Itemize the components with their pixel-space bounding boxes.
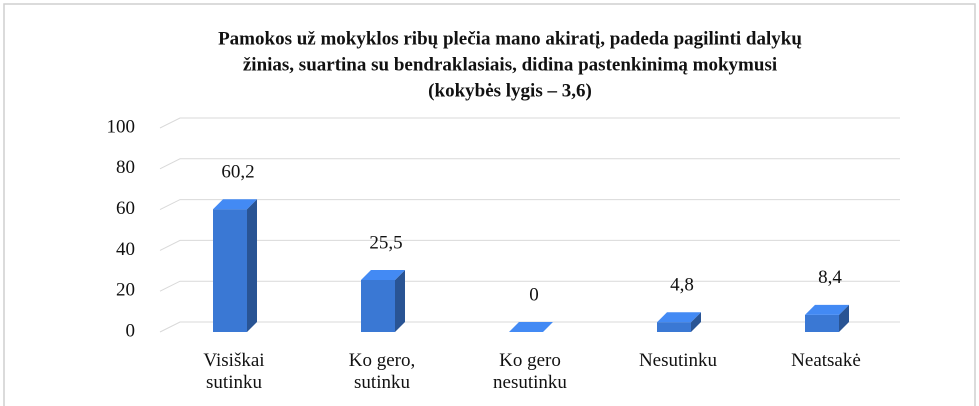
- bar-top: [509, 322, 553, 332]
- bar: [509, 322, 553, 332]
- bar-front: [805, 314, 839, 332]
- x-tick-label-box: Ko gero nesutinku: [493, 350, 567, 393]
- bar: [213, 199, 257, 332]
- grid-line: [159, 280, 900, 292]
- chart-frame: [3, 3, 976, 406]
- bar-top: [805, 304, 849, 315]
- data-label: 60,2: [221, 162, 254, 183]
- y-tick-label: 60: [116, 198, 135, 219]
- chart-title: Pamokos už mokyklos ribų plečia mano aki…: [218, 28, 802, 49]
- bar-side: [247, 199, 257, 332]
- x-tick-label: Visiškai sutinku: [203, 350, 265, 393]
- x-tick-label: Ko gero, sutinku: [348, 350, 416, 393]
- x-tick-label-box: Nesutinku: [638, 350, 718, 371]
- data-label: 0: [529, 284, 539, 305]
- data-label: 25,5: [369, 232, 402, 253]
- bar: [657, 312, 701, 332]
- y-tick-label: 100: [107, 116, 136, 137]
- x-tick-label-box: Visiškai sutinku: [203, 350, 265, 393]
- bar-front: [657, 322, 691, 332]
- y-tick-label: 40: [116, 239, 135, 260]
- x-tick-label-box: Ko gero, sutinku: [348, 350, 416, 393]
- y-tick-label: 0: [126, 320, 136, 341]
- bar-top: [657, 312, 701, 323]
- y-tick-label: 80: [116, 157, 135, 178]
- chart-title: (kokybės lygis – 3,6): [428, 80, 592, 101]
- data-label: 8,4: [818, 267, 842, 288]
- x-tick-label: Nesutinku: [638, 350, 718, 371]
- x-tick-label-box: Neatsakė: [791, 350, 861, 371]
- bar-front: [213, 209, 247, 332]
- x-tick-label: Ko gero nesutinku: [493, 350, 567, 393]
- x-tick-label: Neatsakė: [791, 350, 861, 371]
- grid-line: [159, 199, 900, 211]
- chart-title: žinias, suartina su bendraklasiais, didi…: [243, 54, 777, 75]
- y-tick-label: 20: [116, 280, 135, 301]
- bar: [361, 269, 405, 332]
- bar: [805, 304, 849, 332]
- bar-top: [213, 199, 257, 210]
- bar-top: [361, 269, 405, 280]
- bar-side: [839, 304, 849, 332]
- data-label: 4,8: [670, 275, 694, 296]
- bar-side: [395, 269, 405, 332]
- bar-side: [691, 312, 701, 332]
- grid-line: [159, 117, 900, 129]
- grid-line: [159, 158, 900, 170]
- grid-line: [159, 239, 900, 251]
- bar-front: [361, 279, 395, 332]
